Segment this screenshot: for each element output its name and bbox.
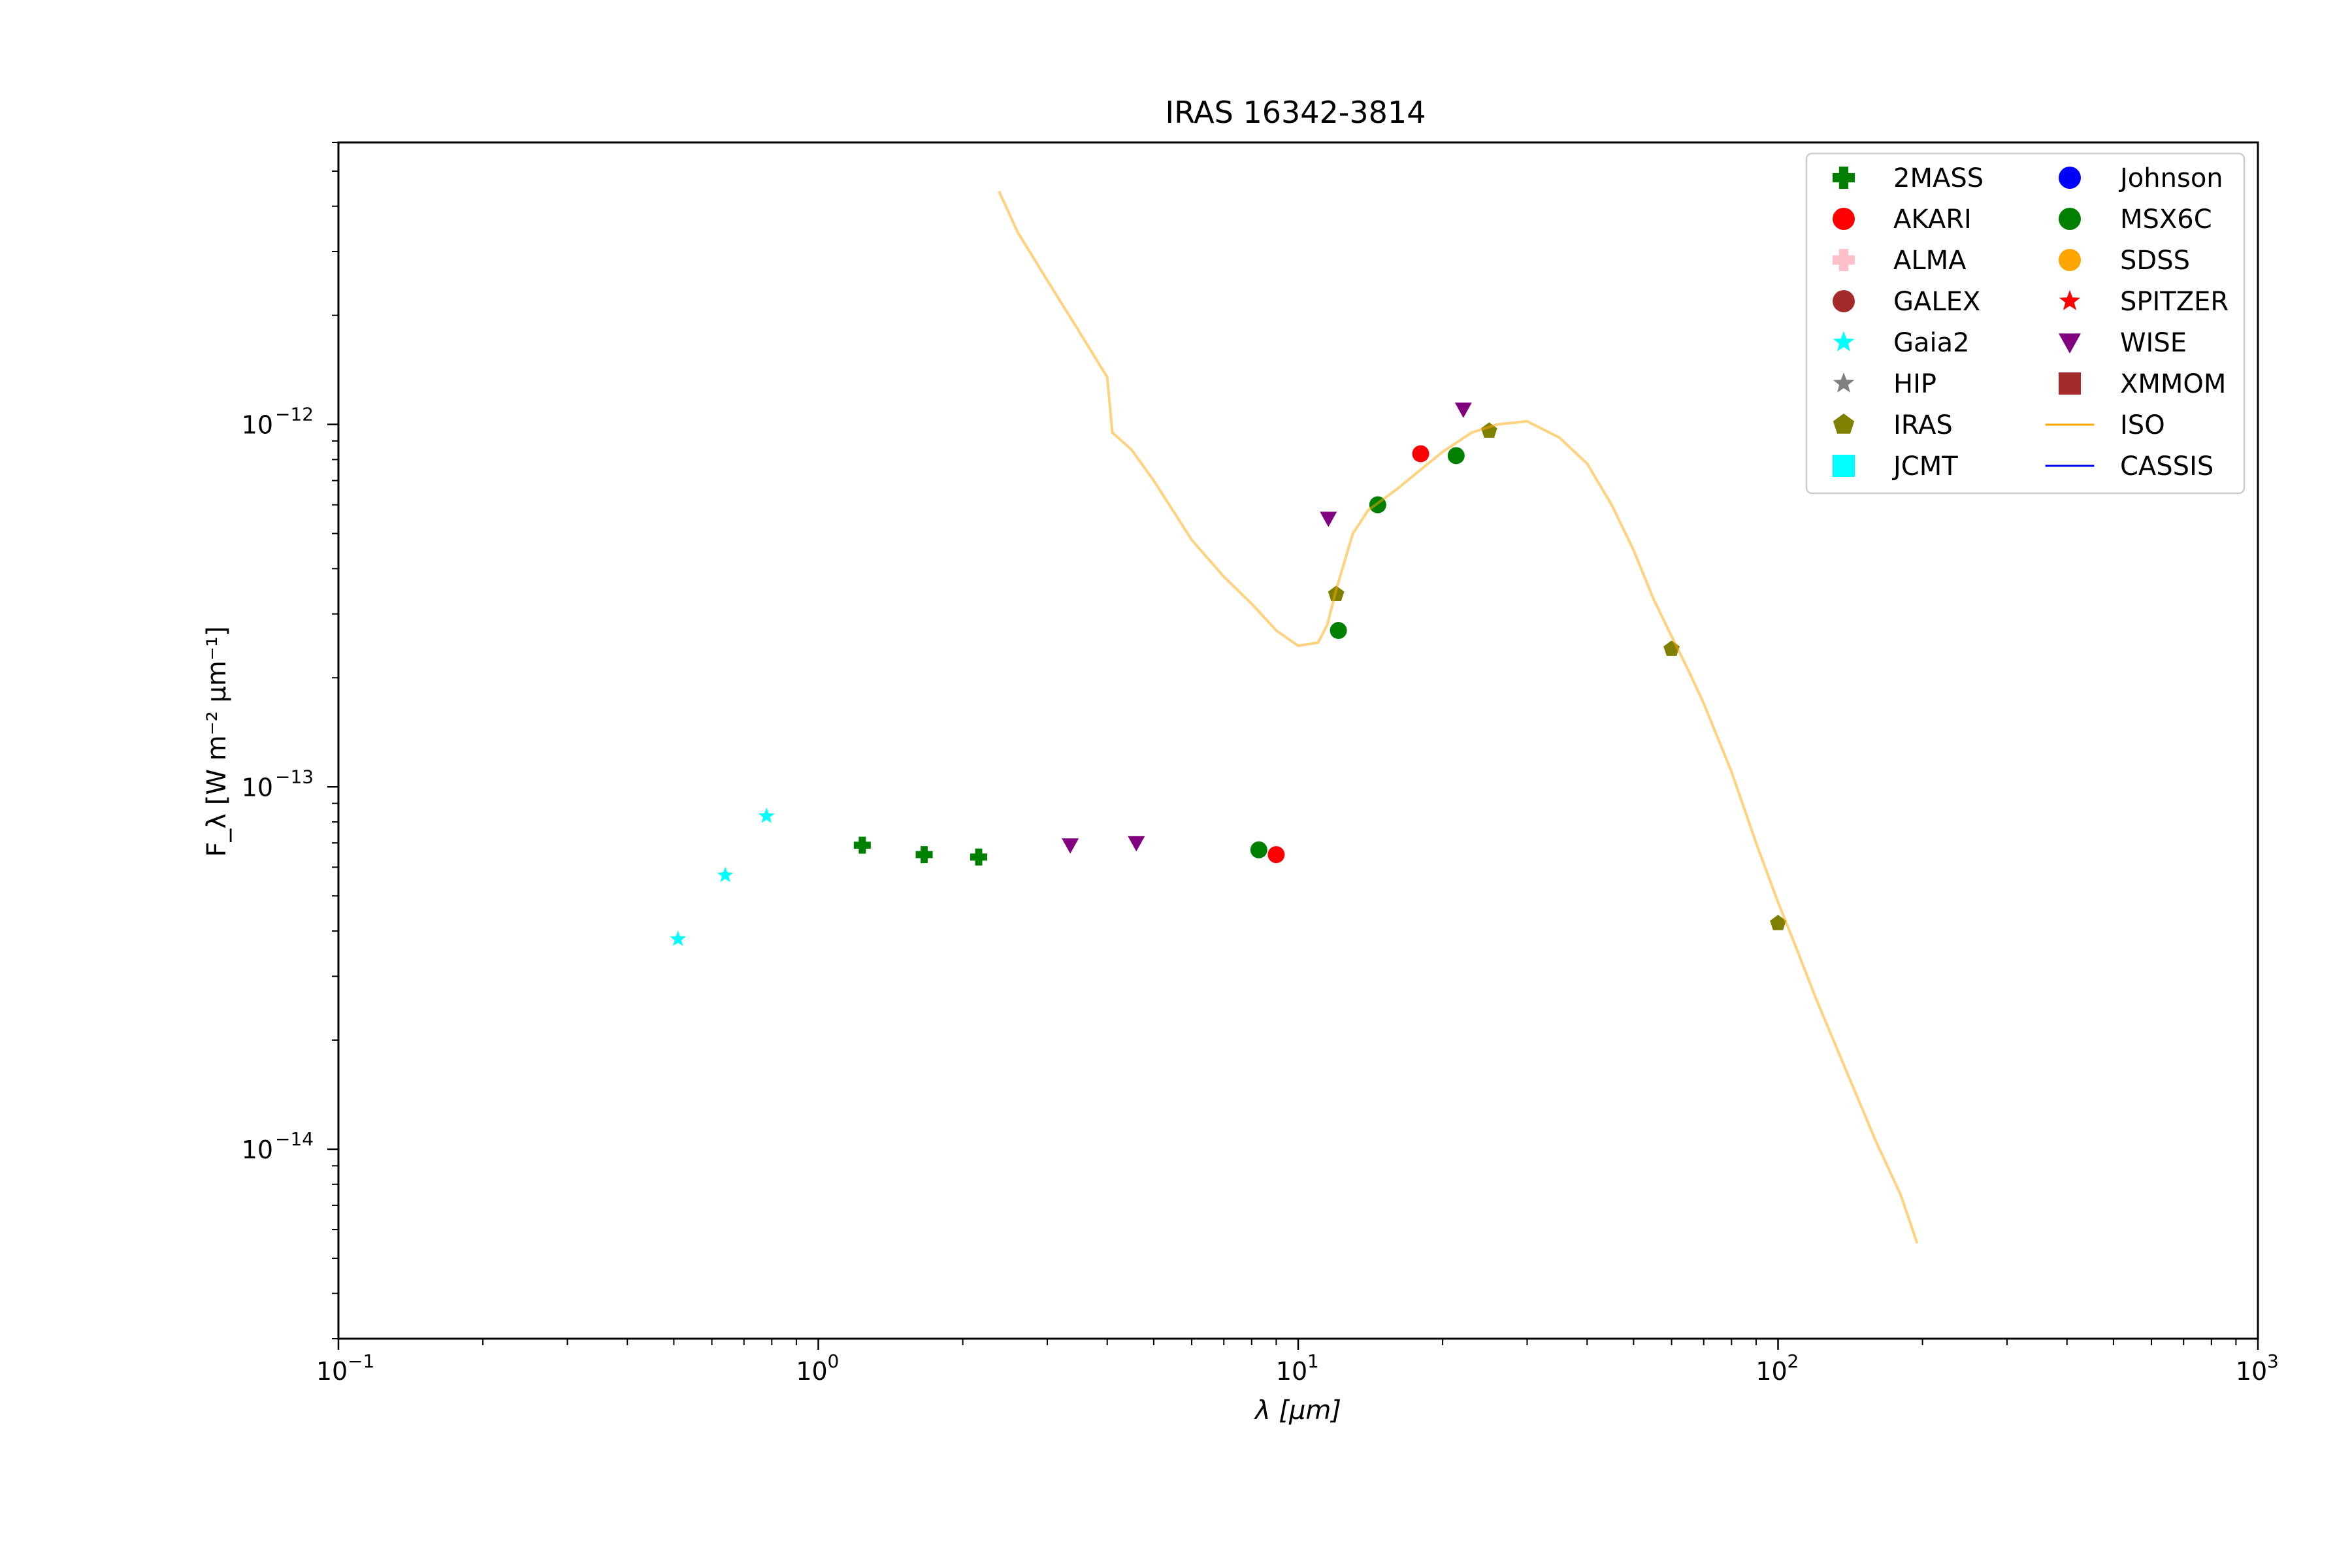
legend-marker-iras: [1833, 414, 1855, 434]
series-line-iso: [998, 190, 1919, 1244]
legend-label-2mass: 2MASS: [1893, 163, 1984, 193]
legend-label-wise: WISE: [2120, 328, 2187, 358]
data-point-msx6c: [1447, 447, 1465, 465]
legend-marker-gaia2: [1833, 331, 1855, 351]
legend-label-iras: IRAS: [1893, 410, 1953, 440]
data-point-iras: [1770, 915, 1786, 930]
x-axis: 10 −1 10 0 10 1 10 2 10 3: [316, 1339, 2279, 1386]
legend-label-msx6c: MSX6C: [2120, 204, 2212, 235]
legend-label-cassis: CASSIS: [2120, 451, 2213, 482]
data-point-wise: [1320, 512, 1337, 527]
legend-marker-sdss: [2059, 249, 2081, 271]
legend-marker-xmmom: [2059, 372, 2081, 395]
legend-marker-galex: [1833, 290, 1855, 312]
x-axis-label: λ [μm]: [1254, 1396, 1341, 1426]
legend-label-jcmt: JCMT: [1891, 451, 1958, 482]
legend-label-hip: HIP: [1893, 369, 1936, 399]
data-point-wise: [1454, 402, 1472, 418]
data-point-2mass: [915, 846, 933, 864]
legend-label-galex: GALEX: [1893, 287, 1980, 317]
data-point-msx6c: [1330, 622, 1347, 640]
data-point-gaia2: [717, 866, 734, 883]
legend-marker-alma: [1833, 249, 1855, 271]
data-point-akari: [1267, 846, 1285, 864]
legend-marker-jcmt: [1833, 455, 1855, 477]
y-tick-label: 10: [242, 411, 273, 440]
y-axis-label: F_λ [W m⁻² μm⁻¹]: [202, 626, 232, 857]
y-tick-exponent: −12: [275, 404, 314, 425]
series-gaia2: [670, 808, 775, 946]
y-tick-label: 10: [242, 773, 273, 802]
plot-series: [670, 190, 1919, 1244]
legend-label-akari: AKARI: [1893, 204, 1972, 235]
legend-box: [1805, 152, 2246, 495]
data-point-wise: [1128, 836, 1145, 852]
data-point-wise: [1062, 838, 1079, 854]
data-point-msx6c: [1250, 841, 1267, 858]
legend-label-sdss: SDSS: [2120, 246, 2190, 276]
x-tick-exponent: 1: [1307, 1350, 1319, 1372]
series-akari: [1267, 445, 1429, 864]
series-msx6c: [1250, 447, 1465, 858]
data-point-gaia2: [670, 930, 687, 946]
legend-label-gaia2: Gaia2: [1893, 328, 1970, 358]
x-tick-label: 10: [1756, 1357, 1787, 1386]
legend-label-xmmom: XMMOM: [2120, 369, 2226, 399]
data-point-akari: [1412, 445, 1429, 463]
x-tick-exponent: 2: [1788, 1350, 1799, 1372]
series-iso: [998, 190, 1919, 1244]
y-tick-exponent: −14: [275, 1128, 314, 1150]
legend-marker-spitzer: [2059, 290, 2081, 310]
x-tick-label: 10: [796, 1357, 827, 1386]
legend-marker-akari: [1833, 208, 1855, 230]
x-tick-label: 10: [1276, 1357, 1307, 1386]
legend-marker-wise: [2059, 333, 2081, 353]
data-point-2mass: [853, 836, 871, 854]
chart-title: IRAS 16342-3814: [1166, 95, 1426, 130]
legend-label-alma: ALMA: [1893, 246, 1967, 276]
legend-marker-hip: [1833, 372, 1855, 393]
x-tick-exponent: 3: [2267, 1350, 2279, 1372]
legend-marker-2mass: [1833, 167, 1855, 189]
x-tick-label: 10: [2236, 1357, 2267, 1386]
data-point-gaia2: [758, 808, 775, 823]
legend-label-spitzer: SPITZER: [2120, 287, 2229, 317]
y-tick-label: 10: [242, 1135, 273, 1164]
legend-label-iso: ISO: [2120, 410, 2165, 440]
series-wise: [1062, 402, 1472, 854]
x-tick-label: 10: [316, 1357, 348, 1386]
data-point-2mass: [970, 848, 988, 866]
x-tick-exponent: −1: [348, 1350, 374, 1372]
legend: 2MASS AKARI ALMA GALEX Gaia2 HIP IRAS JCMT Johns…: [1805, 152, 2246, 495]
y-tick-exponent: −13: [275, 766, 314, 787]
legend-marker-msx6c: [2059, 208, 2081, 230]
x-tick-exponent: 0: [828, 1350, 840, 1372]
legend-marker-johnson: [2059, 167, 2081, 189]
series-2mass: [853, 836, 988, 866]
legend-label-johnson: Johnson: [2118, 163, 2223, 193]
